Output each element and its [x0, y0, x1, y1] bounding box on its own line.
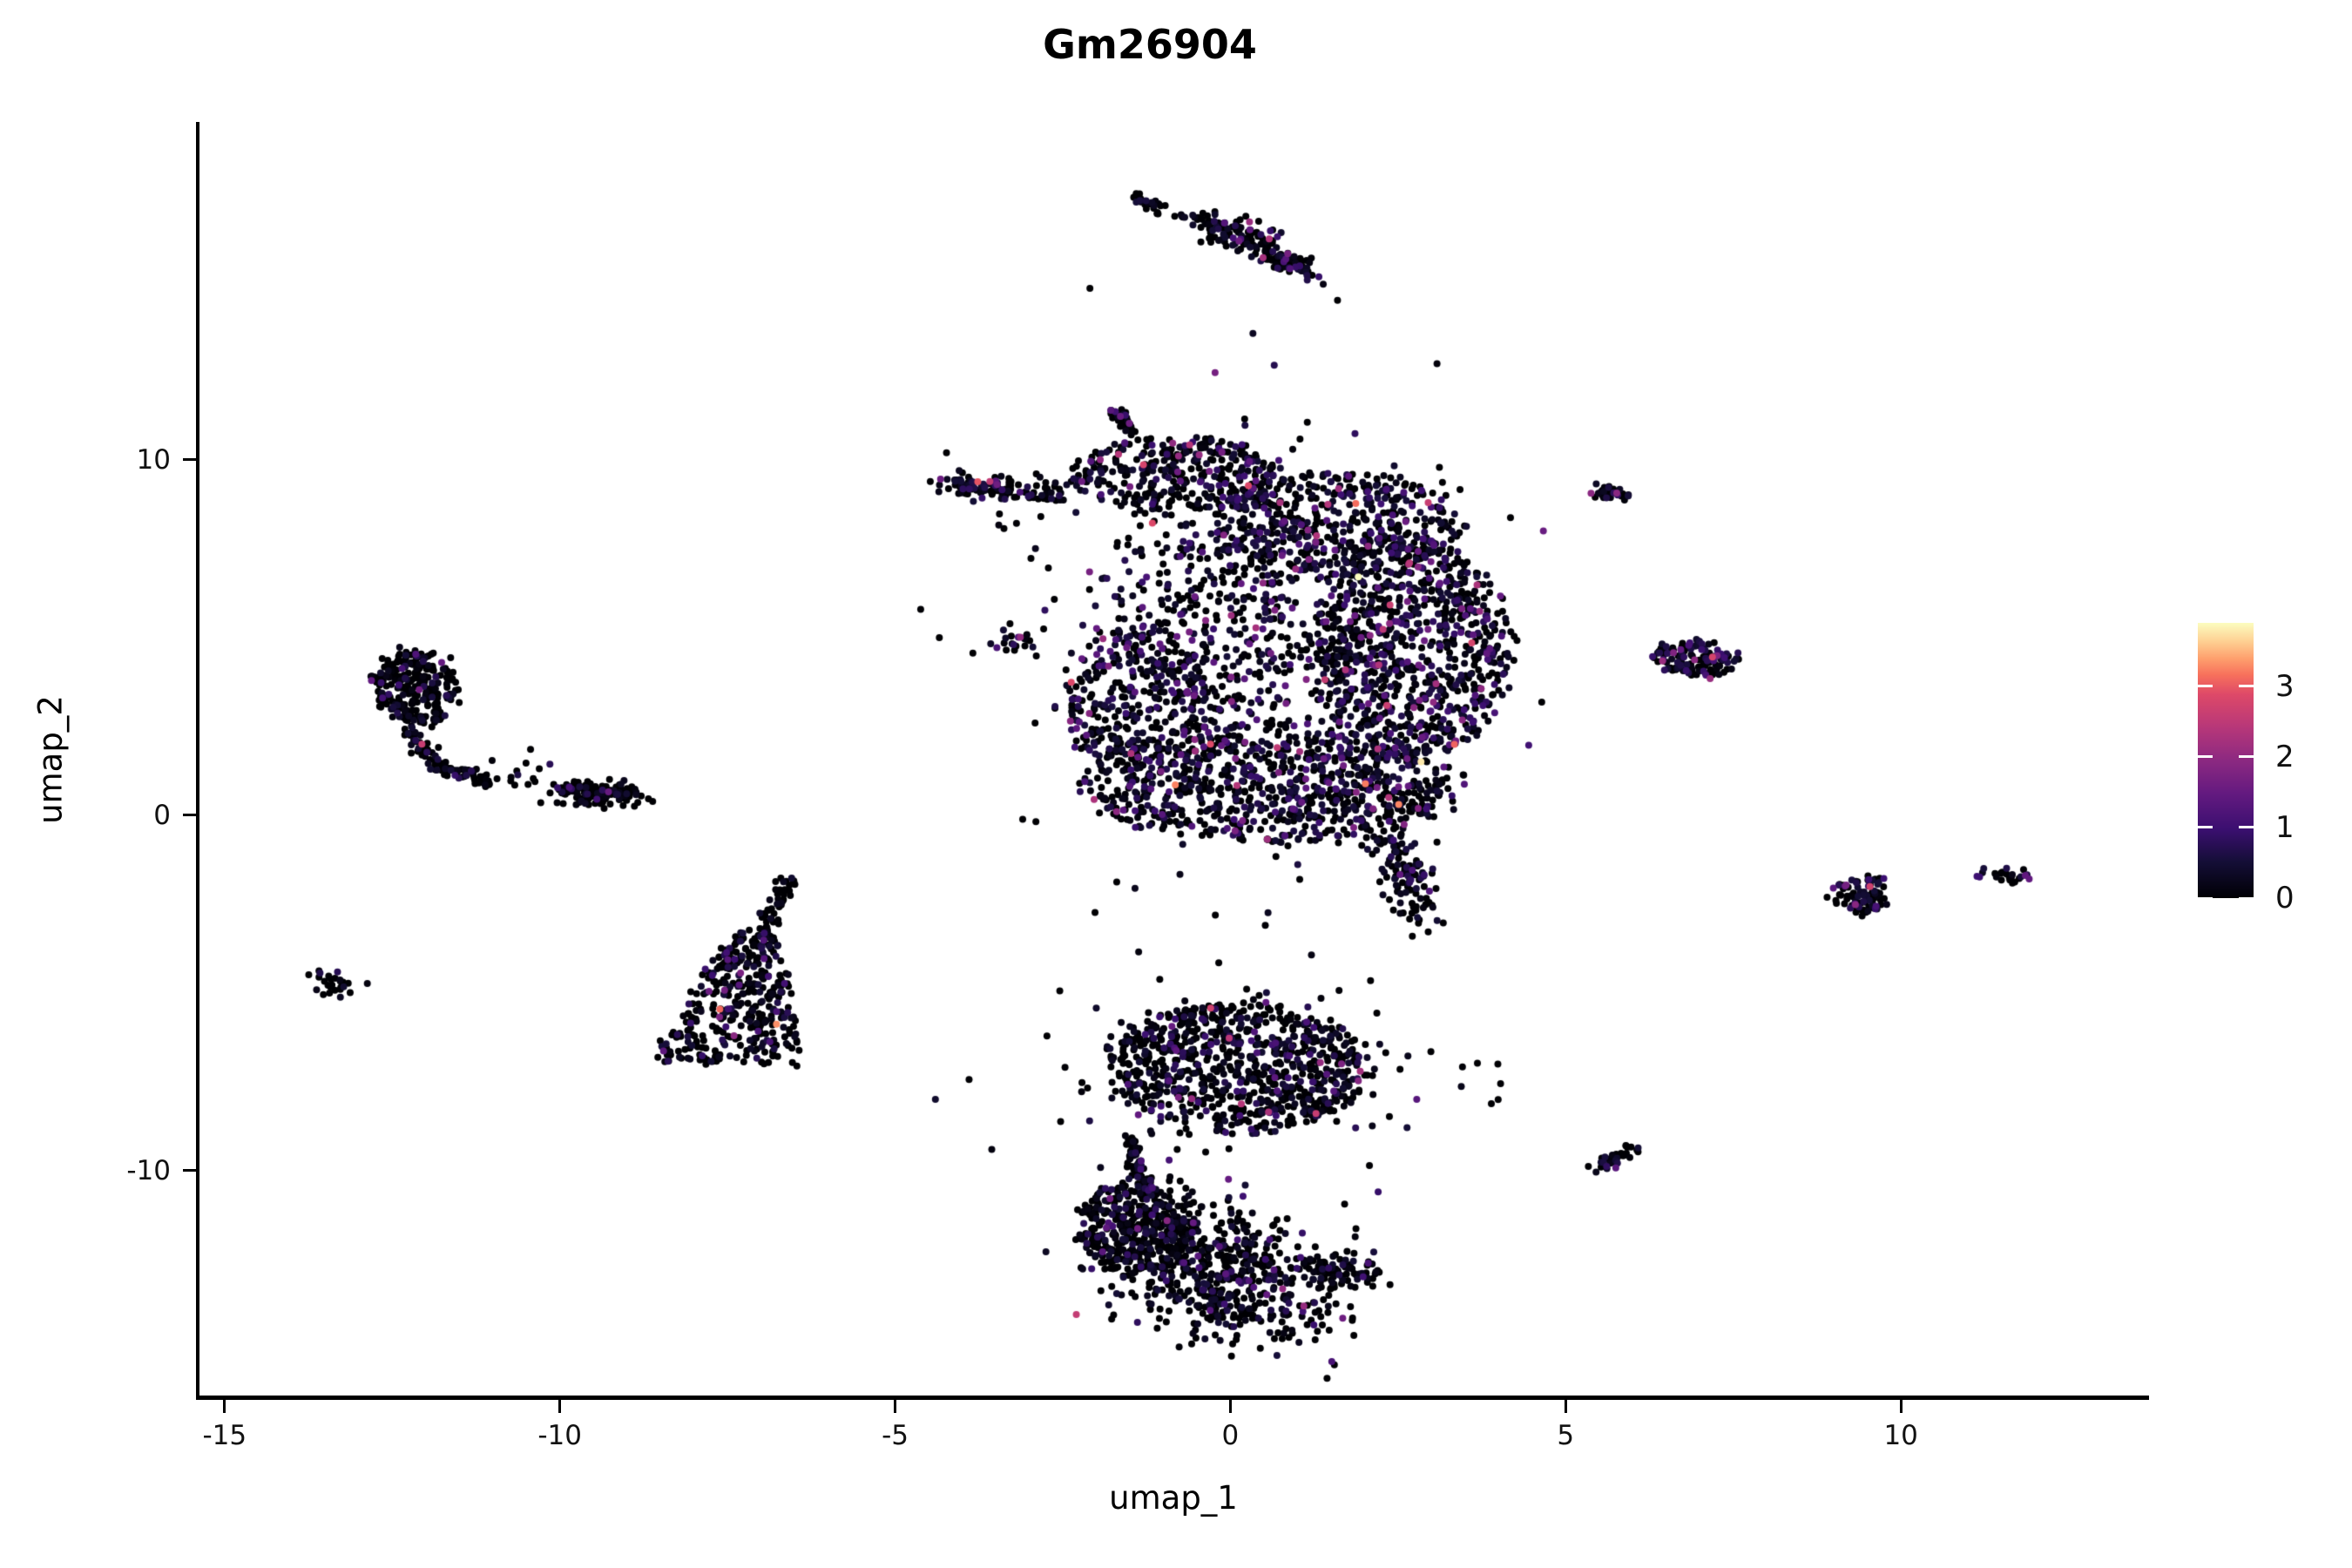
y-tick-label: 0	[153, 799, 171, 831]
x-tick	[223, 1400, 226, 1413]
y-tick-label: -10	[126, 1154, 171, 1186]
x-axis-title: umap_1	[1109, 1479, 1238, 1517]
plot-title: Gm26904	[1043, 21, 1257, 68]
colorbar-tick-mark	[2198, 896, 2213, 900]
y-tick	[183, 458, 196, 462]
colorbar-tick-label: 2	[2275, 739, 2295, 774]
y-tick	[183, 1169, 196, 1173]
colorbar-tick-mark	[2198, 685, 2213, 688]
x-axis-line	[196, 1396, 2149, 1400]
colorbar-tick-mark	[2239, 755, 2254, 759]
colorbar-tick-label: 3	[2275, 668, 2295, 704]
colorbar-tick-mark	[2198, 826, 2213, 829]
x-tick-label: -15	[202, 1420, 247, 1451]
x-tick	[894, 1400, 897, 1413]
x-tick	[1228, 1400, 1232, 1413]
colorbar-tick-mark	[2239, 685, 2254, 688]
x-tick	[1564, 1400, 1567, 1413]
y-tick-label: 10	[136, 443, 171, 476]
colorbar-tick-mark	[2198, 755, 2213, 759]
colorbar-tick-label: 0	[2275, 881, 2295, 916]
x-tick-label: -5	[882, 1420, 909, 1451]
x-tick-label: 10	[1883, 1420, 1918, 1451]
colorbar-tick-mark	[2239, 896, 2254, 900]
colorbar-gradient	[2198, 623, 2254, 898]
colorbar-tick-mark	[2239, 826, 2254, 829]
y-axis-line	[196, 122, 199, 1400]
x-tick-label: 0	[1221, 1420, 1240, 1451]
x-tick-label: -10	[537, 1420, 582, 1451]
x-tick-label: 5	[1557, 1420, 1575, 1451]
y-axis-title: umap_2	[31, 695, 70, 824]
colorbar-tick-label: 1	[2275, 809, 2295, 845]
x-tick	[558, 1400, 562, 1413]
x-tick	[1899, 1400, 1903, 1413]
y-tick	[183, 814, 196, 817]
